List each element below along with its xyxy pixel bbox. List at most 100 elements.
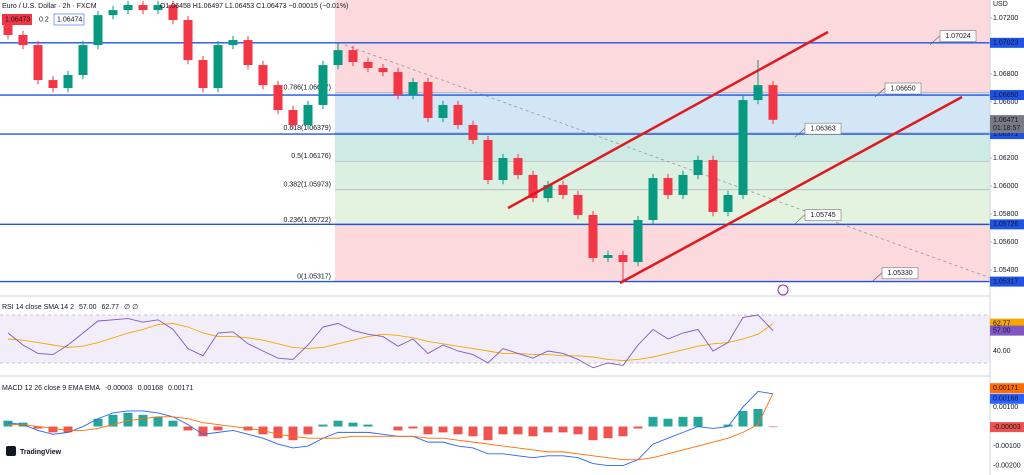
quote-box[interactable] xyxy=(2,14,32,25)
rsi-band xyxy=(0,315,990,363)
macd-histogram xyxy=(558,426,568,433)
level-tag-bg xyxy=(990,129,1024,140)
candle-body xyxy=(273,85,283,111)
callout-leader xyxy=(794,214,806,224)
candle-body xyxy=(123,5,133,11)
candle-body xyxy=(48,80,58,89)
price-pane: 0.786(1.06667) 0.618(1.06379) 0.5(1.06176)… xyxy=(0,0,1011,466)
logo[interactable]: TradingView xyxy=(20,449,62,456)
candle-body xyxy=(393,72,403,96)
macd-histogram xyxy=(693,416,703,427)
indicator-legend: RSI 14 close SMA 14 2 xyxy=(2,304,74,311)
quote-box[interactable] xyxy=(53,13,85,26)
macd-histogram xyxy=(213,426,223,431)
candle-body xyxy=(603,255,613,258)
logo-icon xyxy=(6,446,16,456)
ohlc-summary: O1.06458 H1.06497 L1.06453 C1.06473 −0.0… xyxy=(160,3,348,10)
callout-box xyxy=(939,30,977,42)
fib-zone xyxy=(335,0,990,93)
candle-body xyxy=(663,178,673,195)
macd-histogram xyxy=(48,426,58,433)
candle-body xyxy=(528,174,538,199)
callout-label: 1.06650 xyxy=(890,85,915,92)
macd-histogram xyxy=(318,424,328,427)
macd-histogram xyxy=(588,426,598,441)
fib-label: 0.786(1.06667) xyxy=(284,84,331,91)
y-tick-label: 1.06600 xyxy=(993,99,1018,106)
indicator-legend: -0.00003 xyxy=(105,385,133,392)
y-tick-label: 1.05400 xyxy=(993,267,1018,274)
candle-body xyxy=(33,45,43,81)
level-tag: 1.07023 xyxy=(993,40,1018,47)
candle-body xyxy=(108,10,118,16)
candle-body xyxy=(618,255,628,263)
quote-label[interactable]: 1.06474 xyxy=(57,16,82,23)
callout-box xyxy=(804,122,842,135)
callout-label: 1.05330 xyxy=(887,270,912,277)
candle-body xyxy=(738,100,748,195)
macd-histogram xyxy=(3,420,13,427)
last-price-bg xyxy=(990,115,1024,134)
level-tag: 1.05726 xyxy=(993,221,1018,228)
candle-body xyxy=(558,185,568,195)
candle-body xyxy=(453,104,463,125)
y-tick-label: 1.05800 xyxy=(993,211,1018,218)
fib-zone xyxy=(335,92,990,133)
candle-body xyxy=(168,5,178,21)
candle-body xyxy=(183,20,193,61)
channel-line xyxy=(619,95,963,285)
y-tick-label: 1.06200 xyxy=(993,155,1018,162)
candle-body xyxy=(153,5,163,11)
macd-histogram xyxy=(513,426,523,435)
candle-body xyxy=(243,40,253,66)
quote-label[interactable]: 0.2 xyxy=(39,16,49,23)
indicator-legend: MACD 12 26 close 9 EMA EMA xyxy=(2,385,100,392)
macd-histogram xyxy=(63,426,73,433)
rsi-sma-line xyxy=(7,322,774,362)
macd-tick-label: 0.00100 xyxy=(993,404,1018,411)
candle-body xyxy=(63,75,73,89)
candle-body xyxy=(678,174,688,195)
candle-body xyxy=(768,85,778,120)
callout-leader xyxy=(929,35,941,45)
candle-body xyxy=(303,104,313,125)
rsi-sma-tag-bg xyxy=(990,318,1024,329)
callout-leader xyxy=(871,272,883,283)
candle-body xyxy=(438,104,448,118)
candle-body xyxy=(363,62,373,69)
rsi-line xyxy=(7,314,774,369)
candle-body xyxy=(513,158,523,175)
macd-histogram xyxy=(93,418,103,427)
macd-histogram xyxy=(423,426,433,435)
candle-body xyxy=(378,68,388,73)
fib-label: 0(1.05317) xyxy=(297,273,331,280)
macd-histogram xyxy=(153,416,163,427)
macd-histogram xyxy=(348,422,358,427)
indicator-legend: ∅ ∅ xyxy=(124,304,138,311)
callout-box xyxy=(884,82,922,95)
macd-histogram xyxy=(573,426,583,435)
level-tag-bg xyxy=(990,37,1024,48)
candle-body xyxy=(468,124,478,140)
macd-histogram xyxy=(543,426,553,433)
chart-title: Euro / U.S. Dollar · 2h · FXCM xyxy=(2,3,97,10)
macd-histogram xyxy=(498,426,508,435)
macd-histogram xyxy=(618,426,628,437)
macd-histogram xyxy=(33,426,43,429)
fib-label: 0.618(1.06379) xyxy=(284,125,331,132)
candle-body xyxy=(228,40,238,46)
macd-signal-tag-bg xyxy=(990,383,1024,394)
macd-hist-tag-bg xyxy=(990,422,1024,433)
macd-histogram xyxy=(333,420,343,427)
candle-body xyxy=(588,214,598,258)
fib-zone xyxy=(335,224,990,282)
macd-histogram xyxy=(198,426,208,437)
quote-label[interactable]: 1.06473 xyxy=(5,16,30,23)
macd-histogram xyxy=(633,426,643,429)
alert-icon[interactable] xyxy=(777,284,789,296)
macd-value-tag: 0.00168 xyxy=(993,396,1018,403)
callout-leader xyxy=(874,87,886,98)
indicator-legend: 0.00168 xyxy=(138,385,163,392)
